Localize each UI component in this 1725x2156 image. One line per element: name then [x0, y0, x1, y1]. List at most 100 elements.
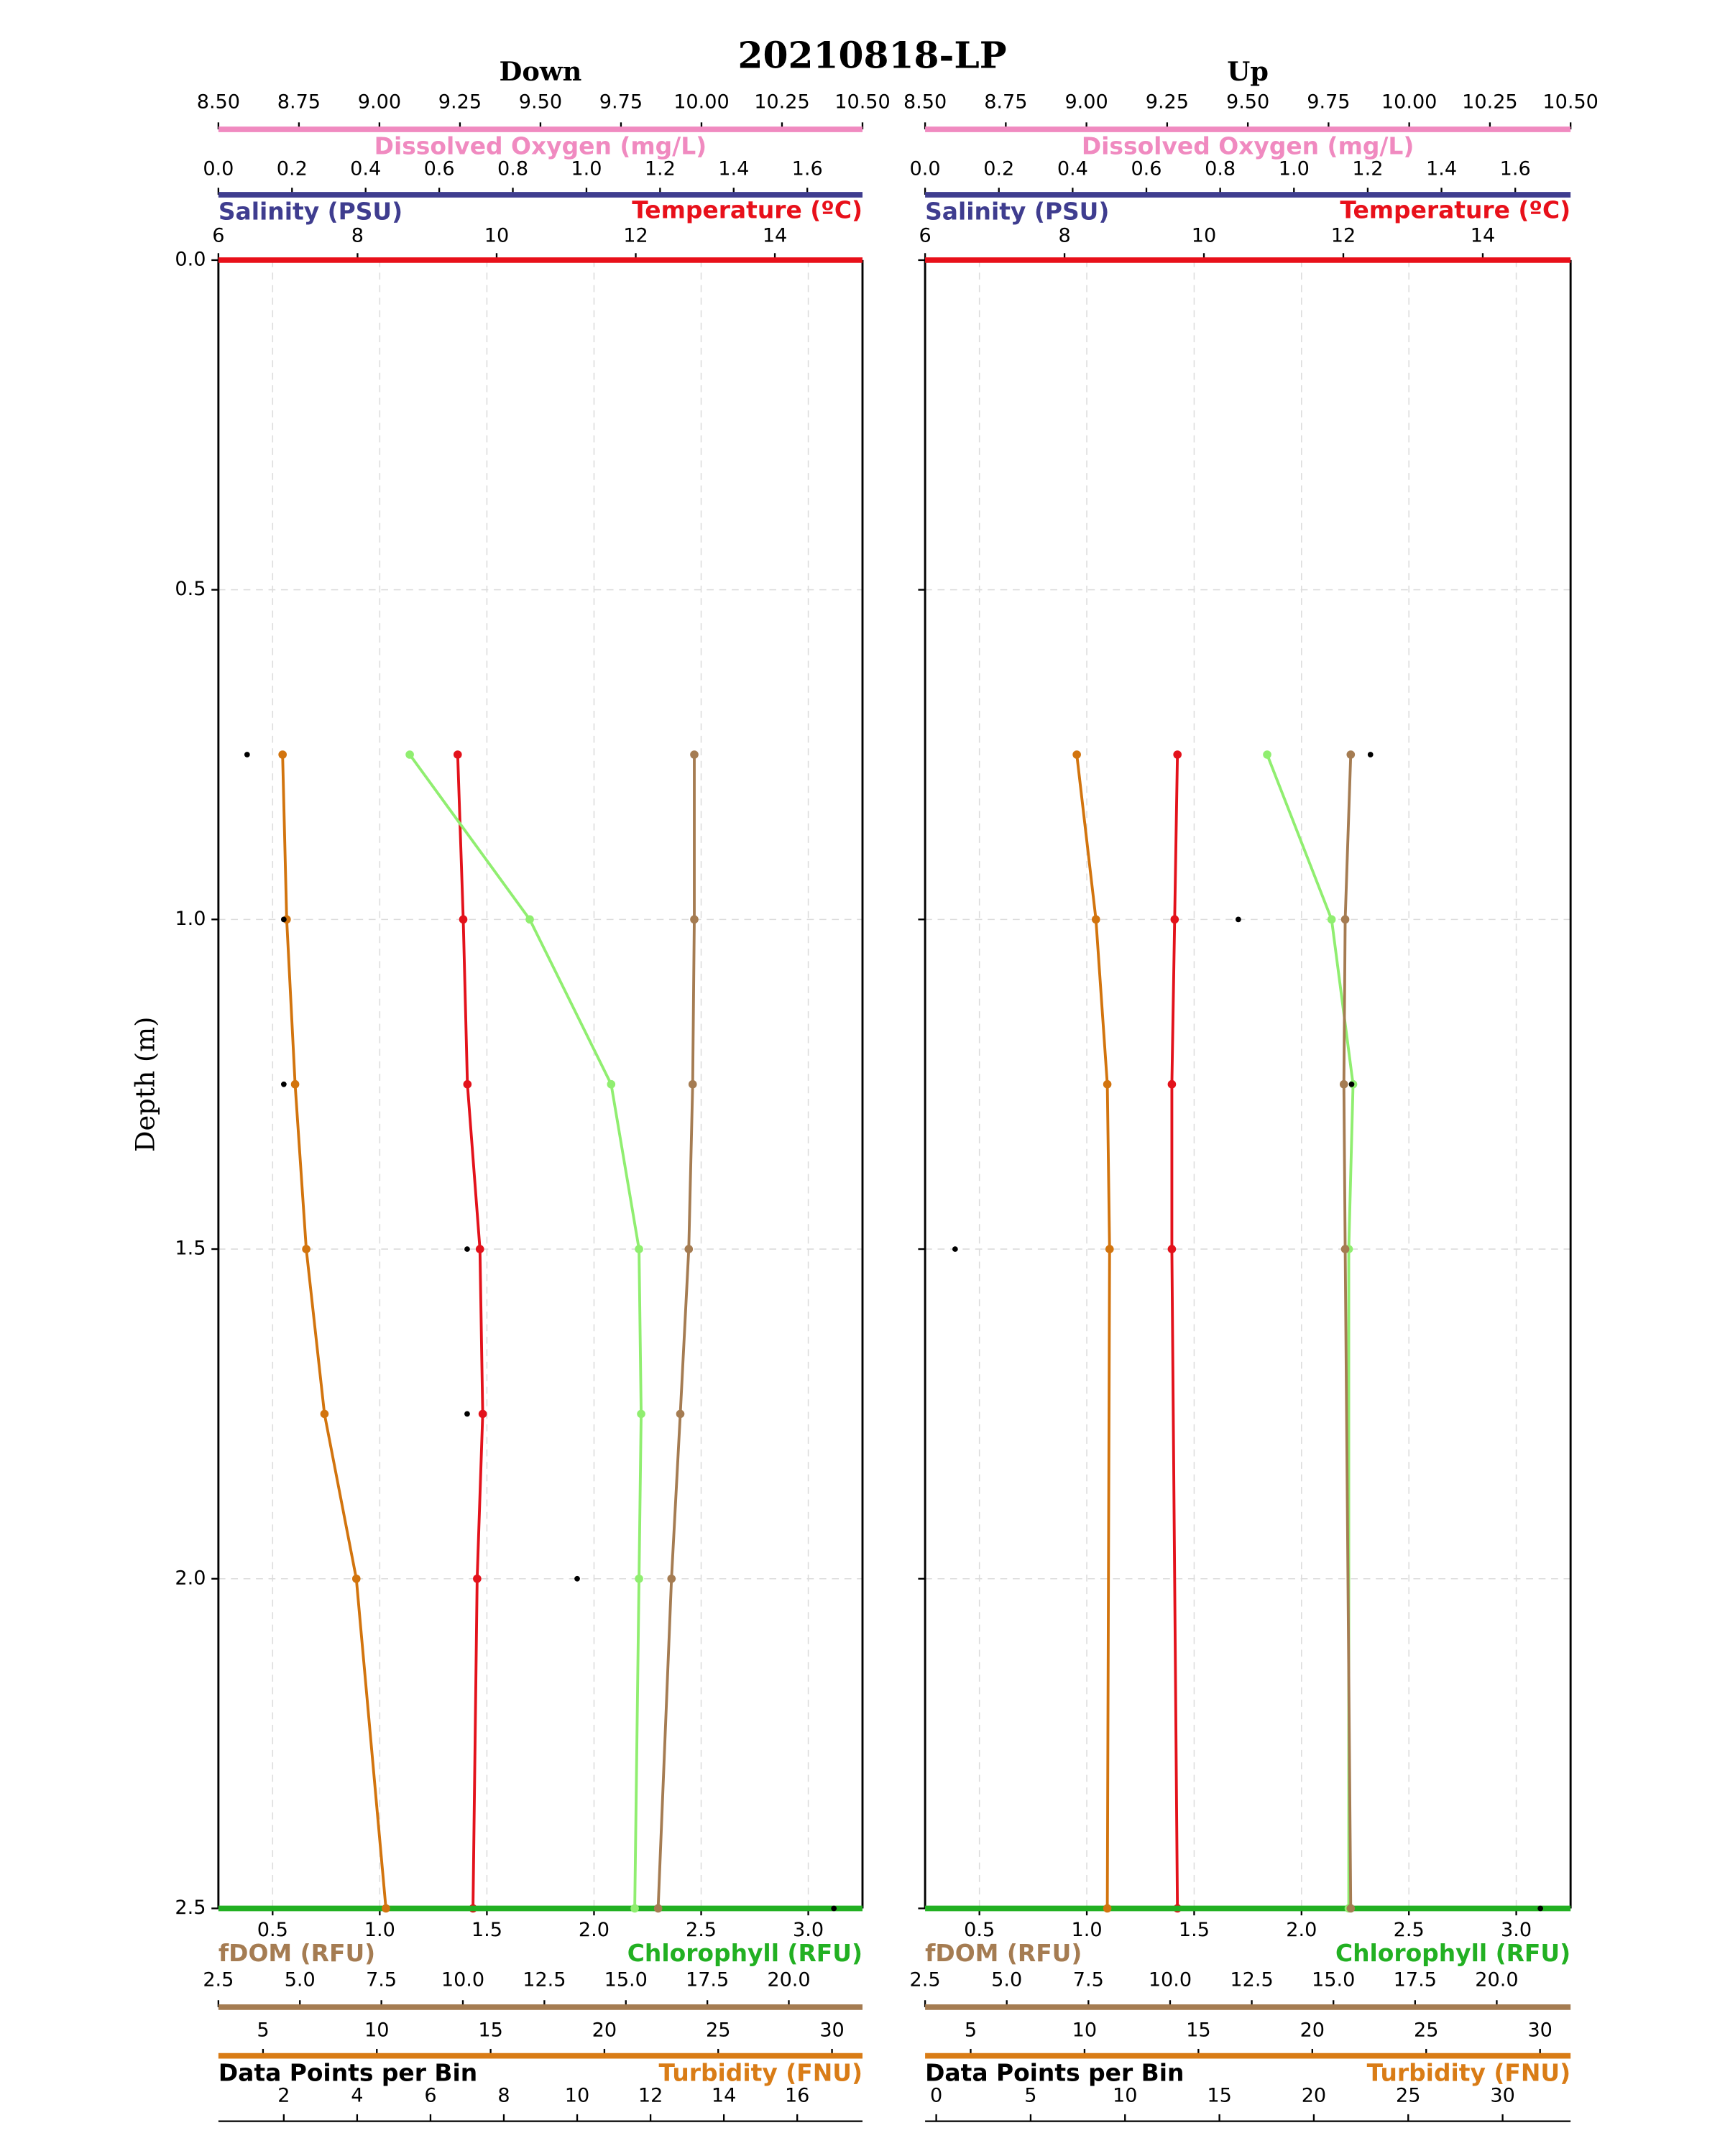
- x-tick-label: 0.5: [964, 1919, 995, 1941]
- x-tick-label: 3.0: [1501, 1919, 1532, 1941]
- x-tick-label: 1.5: [1179, 1919, 1210, 1941]
- x-tick-label: 1.0: [571, 158, 602, 180]
- x-tick-label: 0.2: [983, 158, 1014, 180]
- x-tick-label: 9.50: [1226, 91, 1269, 114]
- panel-title: Up: [1227, 55, 1269, 87]
- profile-point: [351, 1574, 361, 1583]
- x-tick-label: 2.5: [686, 1919, 717, 1941]
- axis-name: Dissolved Oxygen (mg/L): [374, 132, 707, 160]
- x-tick-label: 0.8: [497, 158, 528, 180]
- x-tick-label: 20: [592, 2019, 617, 2041]
- x-tick-label: 2.5: [1394, 1919, 1425, 1941]
- x-tick-label: 9.75: [1307, 91, 1350, 114]
- chart-title: 20210818-LP: [737, 34, 1006, 76]
- count-dot: [1348, 1081, 1355, 1087]
- x-tick-label: 1.0: [1279, 158, 1310, 180]
- profile-point: [475, 1245, 484, 1253]
- x-tick-label: 1.0: [1072, 1919, 1103, 1941]
- profile-point: [320, 1409, 329, 1419]
- profile-point: [1167, 1245, 1177, 1253]
- x-tick-label: 1.6: [792, 158, 823, 180]
- x-tick-label: 8: [351, 225, 364, 247]
- profile-point: [1091, 915, 1100, 924]
- x-tick-label: 0: [930, 2084, 942, 2106]
- profile-point: [637, 1409, 645, 1419]
- x-tick-label: 2: [277, 2084, 290, 2106]
- axis-name: Temperature (ºC): [632, 196, 862, 224]
- x-tick-label: 5: [1024, 2084, 1036, 2106]
- profile-point: [635, 1574, 643, 1583]
- x-tick-label: 0.6: [424, 158, 455, 180]
- profile-point: [1173, 750, 1182, 759]
- profile-point: [667, 1574, 676, 1583]
- panel-title: Down: [500, 55, 582, 87]
- y-tick-label: 0.5: [175, 578, 206, 600]
- x-tick-label: 15: [478, 2019, 502, 2041]
- x-tick-label: 8.75: [277, 91, 321, 114]
- x-tick-label: 10: [1072, 2019, 1097, 2041]
- count-dot: [280, 916, 287, 923]
- profile-point: [478, 1409, 487, 1419]
- x-tick-label: 10.25: [1462, 91, 1518, 114]
- x-tick-label: 0.4: [350, 158, 381, 180]
- profile-point: [1263, 750, 1271, 759]
- profile-point: [1339, 1079, 1348, 1089]
- x-tick-label: 0.4: [1057, 158, 1088, 180]
- profile-point: [1167, 1079, 1177, 1089]
- count-dot: [574, 1575, 580, 1582]
- profile-point: [453, 750, 462, 759]
- axis-name: fDOM (RFU): [218, 1939, 375, 1967]
- y-tick-label: 2.5: [175, 1897, 206, 1919]
- x-tick-label: 10.0: [1149, 1969, 1192, 1991]
- x-tick-label: 25: [1414, 2019, 1438, 2041]
- x-tick-label: 8: [1058, 225, 1070, 247]
- x-tick-label: 1.0: [364, 1919, 395, 1941]
- x-tick-label: 0.2: [277, 158, 308, 180]
- x-tick-label: 6: [424, 2084, 436, 2106]
- y-axis-label: Depth (m): [130, 1016, 161, 1151]
- axis-name: Turbidity (FNU): [659, 2058, 862, 2086]
- profile-point: [1170, 915, 1179, 924]
- x-tick-label: 25: [1396, 2084, 1420, 2106]
- count-dot: [244, 752, 250, 757]
- x-tick-label: 20.0: [767, 1969, 810, 1991]
- x-tick-label: 20: [1302, 2084, 1326, 2106]
- x-tick-label: 5.0: [285, 1969, 316, 1991]
- x-tick-label: 8.50: [197, 91, 240, 114]
- axis-name: Salinity (PSU): [218, 198, 402, 226]
- x-tick-label: 17.5: [1394, 1969, 1437, 1991]
- x-tick-label: 20.0: [1475, 1969, 1518, 1991]
- x-tick-label: 15: [1207, 2084, 1231, 2106]
- count-dot: [831, 1905, 837, 1912]
- x-tick-label: 10: [364, 2019, 389, 2041]
- x-tick-label: 15: [1186, 2019, 1210, 2041]
- y-tick-label: 1.0: [175, 908, 206, 930]
- profile-point: [607, 1079, 616, 1089]
- x-tick-label: 12: [638, 2084, 663, 2106]
- x-tick-label: 10: [1113, 2084, 1137, 2106]
- x-tick-label: 10.25: [754, 91, 810, 114]
- x-tick-label: 4: [351, 2084, 363, 2106]
- x-tick-label: 10.00: [1381, 91, 1438, 114]
- profile-point: [525, 915, 534, 924]
- x-tick-label: 3.0: [793, 1919, 824, 1941]
- x-tick-label: 12: [1331, 225, 1356, 247]
- x-tick-label: 8: [497, 2084, 510, 2106]
- x-tick-label: 15.0: [1312, 1969, 1355, 1991]
- axis-name: Data Points per Bin: [925, 2058, 1184, 2086]
- count-dot: [464, 1246, 470, 1252]
- x-tick-label: 1.2: [1352, 158, 1383, 180]
- x-tick-label: 15.0: [604, 1969, 648, 1991]
- profile-point: [405, 750, 414, 759]
- count-dot: [280, 1081, 287, 1087]
- y-tick-label: 1.5: [175, 1238, 206, 1260]
- x-tick-label: 9.25: [1146, 91, 1189, 114]
- profile-point: [690, 750, 699, 759]
- profile-point: [473, 1574, 482, 1583]
- x-tick-label: 0.5: [257, 1919, 288, 1941]
- profile-point: [1346, 1904, 1356, 1913]
- axis-name: Temperature (ºC): [1340, 196, 1570, 224]
- x-tick-label: 1.2: [645, 158, 676, 180]
- x-tick-label: 30: [819, 2019, 844, 2041]
- x-tick-label: 12.5: [1230, 1969, 1273, 1991]
